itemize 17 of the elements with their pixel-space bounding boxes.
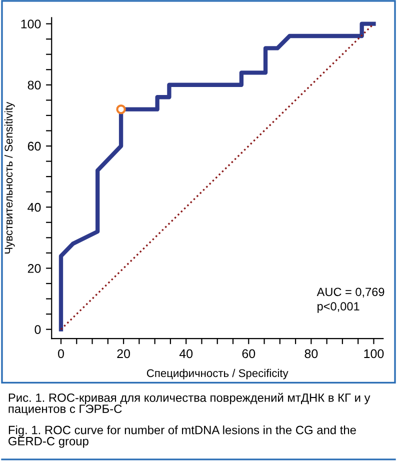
y-tick-label: 80: [28, 80, 41, 90]
y-tick-label: 0: [34, 325, 41, 334]
y-axis-title: Чувствительность / Sensitivity: [4, 102, 15, 254]
y-tick-label: 60: [28, 142, 41, 151]
y-tick-label: 40: [28, 202, 41, 212]
x-tick-label: 0: [58, 349, 64, 358]
x-tick-label: 100: [364, 349, 384, 358]
x-tick-label: 40: [179, 349, 193, 358]
x-tick-label: 20: [117, 349, 130, 358]
annotation: AUC = 0,769 p<0,001: [316, 288, 384, 313]
text: Рис. 1. ROC-кривая для количества повреждений мтДНК в КГ и у пациентов с ГЭРБ-С: [8, 392, 370, 416]
x-axis-title: Специфичность / Specificity: [146, 368, 288, 380]
x-tick-label: 80: [304, 349, 318, 358]
y-tick-label: 100: [21, 20, 41, 28]
y-tick-label: 20: [28, 264, 41, 273]
caption: Fig. 1. ROC curve for number of mtDNA lesions in the CG and the GERD-C group: [8, 425, 356, 448]
x-tick-label: 60: [242, 349, 256, 358]
